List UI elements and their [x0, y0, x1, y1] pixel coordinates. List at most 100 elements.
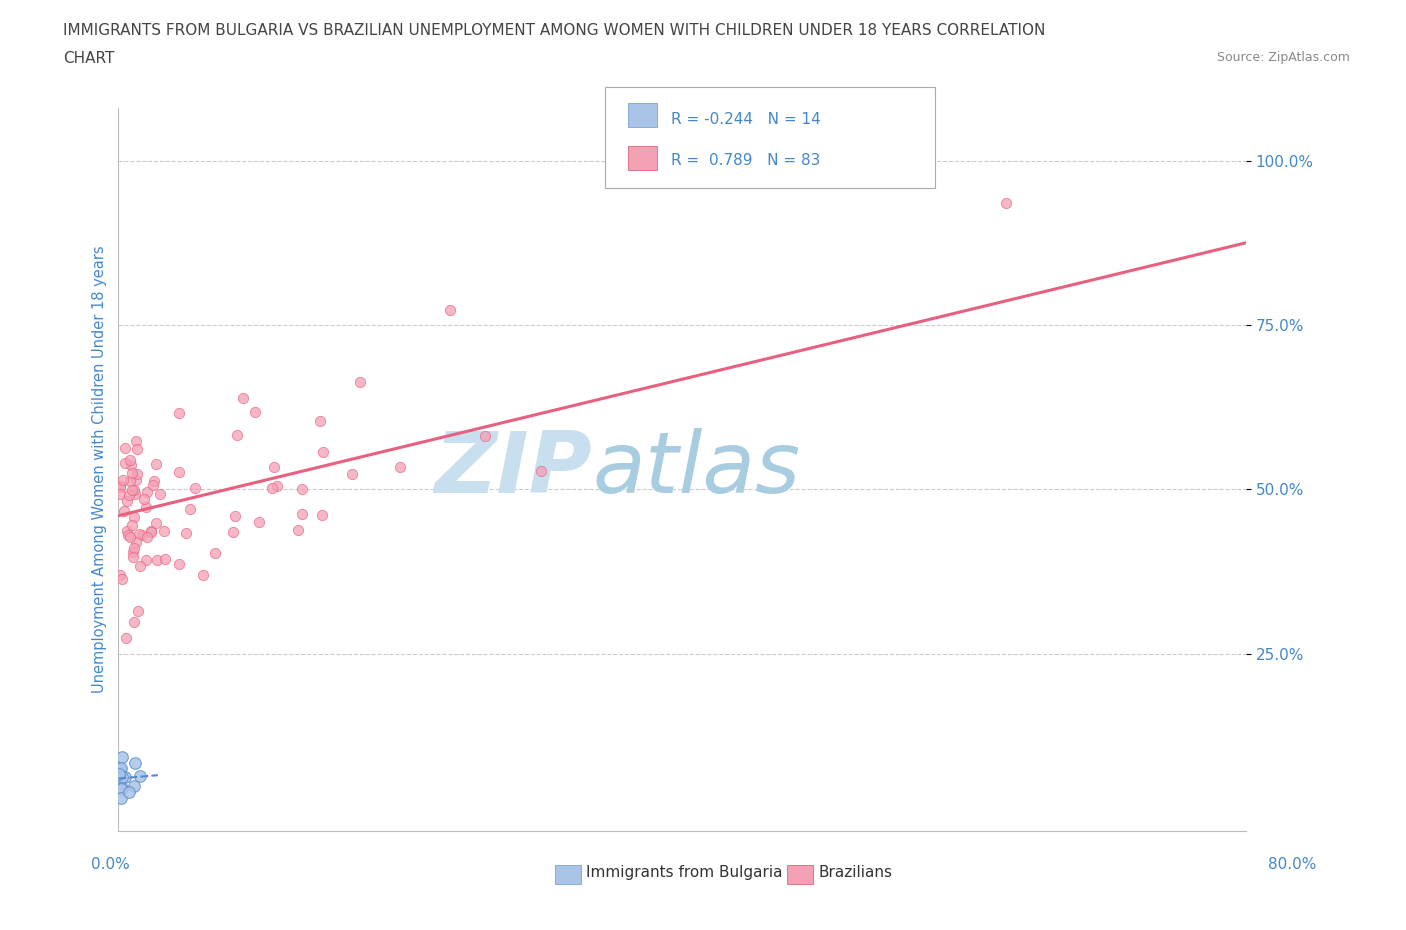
Point [122, 483, 145, 498]
Point [153, 551, 176, 566]
Point [125, 433, 148, 448]
Point [131, 528, 153, 543]
Point [121, 483, 143, 498]
Point [183, 481, 205, 496]
Point [142, 478, 165, 493]
Point [118, 488, 141, 503]
Point [135, 552, 157, 567]
Point [108, 770, 131, 785]
Point [115, 494, 138, 509]
Point [128, 526, 150, 541]
Point [169, 464, 191, 479]
Text: 0.0%: 0.0% [91, 857, 131, 872]
Point [112, 472, 135, 487]
Point [110, 761, 132, 776]
Point [121, 550, 143, 565]
Point [118, 784, 141, 799]
Point [136, 485, 159, 499]
Point [222, 525, 245, 539]
Point [120, 458, 142, 472]
Point [112, 504, 135, 519]
Point [127, 467, 149, 482]
Point [139, 525, 162, 539]
Point [135, 529, 157, 544]
Point [124, 778, 146, 793]
Point [115, 631, 138, 645]
Point [245, 405, 267, 419]
Point [110, 567, 132, 582]
Point [124, 615, 146, 630]
Text: Brazilians: Brazilians [818, 865, 893, 880]
Point [152, 524, 174, 538]
Point [111, 571, 134, 586]
Point [127, 604, 149, 618]
Text: Immigrants from Bulgaria: Immigrants from Bulgaria [586, 865, 783, 880]
Point [260, 481, 283, 496]
Point [169, 405, 191, 420]
Point [146, 552, 169, 567]
Text: R =  0.789   N = 83: R = 0.789 N = 83 [671, 153, 820, 168]
Point [122, 510, 145, 525]
Point [127, 441, 149, 456]
Point [110, 770, 132, 785]
Point [122, 540, 145, 555]
Point [125, 472, 148, 487]
Point [291, 507, 314, 522]
Point [108, 487, 131, 502]
Point [224, 508, 246, 523]
Point [312, 445, 335, 459]
Point [122, 544, 145, 559]
Point [149, 486, 172, 501]
Point [111, 750, 134, 764]
Point [142, 473, 165, 488]
Point [110, 790, 132, 805]
Point [263, 459, 285, 474]
Point [120, 452, 142, 467]
Point [110, 780, 132, 795]
Point [124, 755, 146, 770]
Point [110, 782, 132, 797]
Point [204, 546, 226, 561]
Point [114, 441, 136, 456]
Point [114, 456, 136, 471]
Point [108, 480, 131, 495]
Text: 80.0%: 80.0% [1268, 857, 1316, 872]
Y-axis label: Unemployment Among Women with Children Under 18 years: Unemployment Among Women with Children U… [93, 246, 107, 694]
Point [530, 464, 553, 479]
Point [308, 414, 330, 429]
Point [167, 556, 190, 571]
Point [124, 535, 146, 550]
Point [114, 769, 136, 784]
Point [291, 482, 314, 497]
Point [108, 762, 131, 777]
Point [129, 559, 152, 574]
Point [121, 517, 143, 532]
Point [115, 524, 138, 538]
Point [349, 375, 371, 390]
Text: ZIP: ZIP [434, 428, 592, 512]
Point [132, 492, 155, 507]
Point [118, 473, 141, 488]
Point [108, 766, 131, 781]
Text: atlas: atlas [592, 428, 800, 512]
Point [389, 460, 412, 475]
Point [232, 391, 254, 405]
Point [176, 525, 198, 540]
Text: CHART: CHART [63, 51, 115, 66]
Point [266, 478, 288, 493]
Point [145, 515, 167, 530]
Point [110, 479, 132, 494]
Text: R = -0.244   N = 14: R = -0.244 N = 14 [671, 112, 821, 126]
Point [193, 567, 215, 582]
Point [247, 514, 270, 529]
Point [287, 523, 309, 538]
Text: IMMIGRANTS FROM BULGARIA VS BRAZILIAN UNEMPLOYMENT AMONG WOMEN WITH CHILDREN UND: IMMIGRANTS FROM BULGARIA VS BRAZILIAN UN… [63, 23, 1046, 38]
Point [117, 527, 139, 542]
Point [226, 427, 249, 442]
Point [311, 508, 333, 523]
Point [139, 524, 162, 538]
Point [145, 457, 167, 472]
Text: Source: ZipAtlas.com: Source: ZipAtlas.com [1216, 51, 1350, 64]
Point [995, 196, 1018, 211]
Point [124, 486, 146, 501]
